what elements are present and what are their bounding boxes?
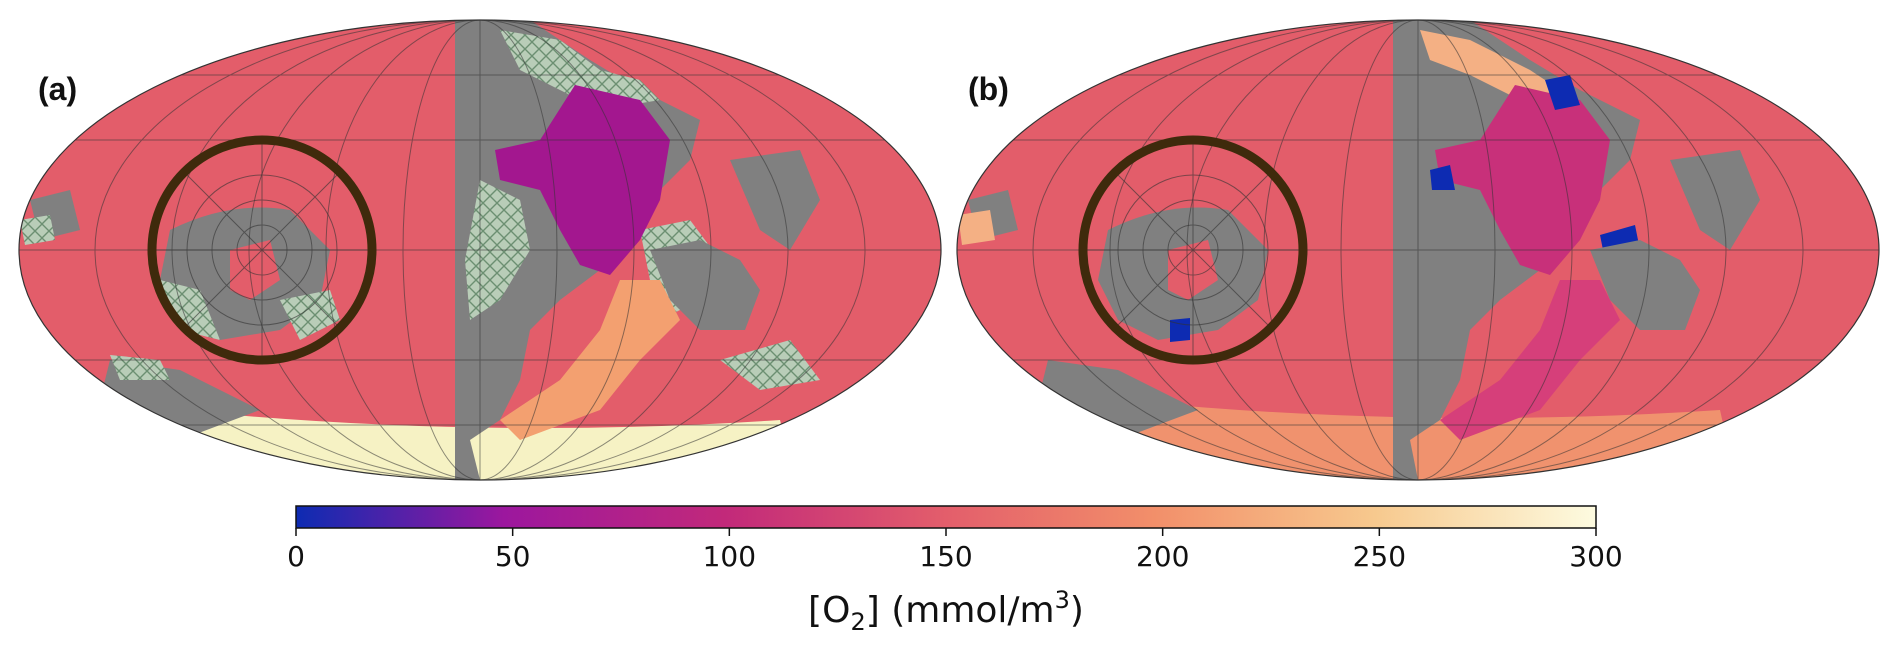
panel-label-b: (b) [968,71,1009,107]
landmass [730,150,820,250]
low-oxygen-basin [1435,85,1610,275]
landmass [1670,150,1760,250]
hatched-shelf [20,215,55,245]
polar-grid [152,140,372,360]
map-panel-a: (a) [18,19,942,481]
colorbar-tick-label: 200 [1136,540,1189,573]
anoxic-patch [1170,318,1190,342]
colorbar-tick-label: 100 [703,540,756,573]
colorbar-gradient [295,505,1597,529]
anoxic-patch [1545,75,1580,110]
hatched-shelf [280,290,340,340]
colorbar-tick-label: 150 [919,540,972,573]
coastal-rim [958,210,995,245]
hatched-shelf [500,30,660,110]
colorbar-tick-label: 50 [495,540,531,573]
highlight-circle [1078,135,1308,365]
map-outline [956,19,1880,481]
panel-label-a: (a) [38,71,77,107]
hatched-shelf [160,280,220,340]
polar-grid [1083,140,1303,360]
map-panel-b: (b) [956,19,1880,481]
colorbar: 0 50 100 150 200 250 300 [O2] (mmol/m3) [287,505,1623,636]
colorbar-label: [O2] (mmol/m3) [808,586,1084,636]
colorbar-tick-label: 0 [287,540,305,573]
hatched-shelf [720,340,820,390]
colorbar-ticks: 0 50 100 150 200 250 300 [287,528,1623,573]
highlight-circle [147,135,377,365]
colorbar-tick-label: 250 [1353,540,1406,573]
low-oxygen-basin [495,85,670,275]
anoxic-patch [1430,165,1455,190]
colorbar-tick-label: 300 [1569,540,1622,573]
map-outline [18,19,942,481]
landmass [1590,240,1700,330]
landmass [650,240,760,330]
